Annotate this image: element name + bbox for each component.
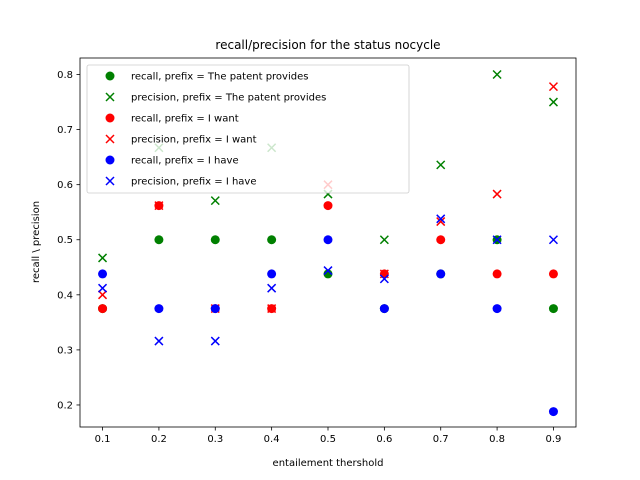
- data-point-x: [210, 196, 220, 206]
- data-point-circle: [267, 269, 277, 279]
- data-point-x: [154, 336, 164, 346]
- y-axis-label: recall \ precision: [31, 201, 42, 283]
- data-point-circle: [323, 269, 333, 279]
- data-point-circle: [492, 304, 502, 314]
- y-tick-label: 0.7: [57, 125, 73, 136]
- legend-item: precision, prefix = The patent provides: [105, 92, 326, 104]
- data-point-x: [436, 217, 446, 227]
- data-point-x: [98, 283, 108, 293]
- data-point-x: [379, 274, 389, 284]
- data-point-x: [548, 235, 558, 245]
- data-point-circle: [548, 407, 558, 417]
- data-point-x: [548, 82, 558, 92]
- legend-item: recall, prefix = I have: [105, 155, 239, 167]
- legend-item: precision, prefix = I want: [105, 134, 257, 146]
- series-4: [98, 235, 558, 417]
- data-point-x: [492, 69, 502, 80]
- y-axis-ticks: 0.2 0.3 0.4 0.5 0.6 0.7 0.8: [57, 70, 80, 411]
- data-point-circle: [210, 235, 220, 245]
- data-point-x: [267, 283, 277, 293]
- legend-marker-circle: [105, 113, 115, 123]
- x-tick-label: 0.6: [376, 434, 392, 445]
- data-point-x: [267, 304, 277, 314]
- y-tick-label: 0.4: [57, 290, 73, 301]
- data-point-x: [492, 235, 502, 245]
- data-point-x: [98, 253, 108, 263]
- legend-label: recall, prefix = I have: [131, 156, 239, 167]
- legend-label: recall, prefix = I want: [131, 114, 239, 125]
- data-point-x: [98, 290, 108, 300]
- data-point-circle: [154, 304, 164, 314]
- x-tick-label: 0.8: [489, 434, 505, 445]
- data-point-x: [154, 201, 164, 211]
- legend: recall, prefix = The patent provides prec…: [86, 64, 410, 194]
- x-tick-label: 0.9: [546, 434, 562, 445]
- data-point-circle: [323, 201, 333, 211]
- data-point-circle: [98, 304, 108, 314]
- data-point-x: [548, 97, 558, 107]
- data-point-x: [436, 160, 446, 170]
- data-point-circle: [492, 269, 502, 279]
- x-tick-label: 0.4: [264, 434, 280, 445]
- series-5: [98, 214, 558, 346]
- data-point-x: [492, 189, 502, 199]
- data-point-circle: [210, 304, 220, 314]
- data-point-circle: [436, 235, 446, 245]
- legend-label: recall, prefix = The patent provides: [131, 72, 308, 83]
- y-tick-label: 0.6: [57, 180, 73, 191]
- data-point-circle: [548, 269, 558, 279]
- x-tick-label: 0.1: [95, 434, 111, 445]
- y-tick-label: 0.3: [57, 345, 73, 356]
- data-point-circle: [436, 269, 446, 279]
- x-tick-label: 0.7: [433, 434, 449, 445]
- chart-title: recall/precision for the status nocycle: [215, 38, 440, 52]
- legend-item: precision, prefix = I have: [105, 176, 256, 188]
- legend-label: precision, prefix = I want: [131, 135, 257, 146]
- data-point-x: [210, 336, 220, 346]
- data-point-circle: [548, 304, 558, 314]
- x-tick-label: 0.2: [151, 434, 167, 445]
- data-point-circle: [154, 235, 164, 245]
- legend-label: precision, prefix = I have: [131, 177, 256, 188]
- data-point-x: [379, 235, 389, 245]
- y-tick-label: 0.5: [57, 235, 73, 246]
- x-tick-label: 0.3: [207, 434, 223, 445]
- data-marks: [98, 69, 558, 417]
- data-point-circle: [323, 235, 333, 245]
- legend-item: recall, prefix = The patent provides: [105, 71, 308, 83]
- data-point-circle: [379, 304, 389, 314]
- legend-label: precision, prefix = The patent provides: [131, 93, 326, 104]
- data-point-x: [436, 214, 446, 224]
- data-point-circle: [267, 235, 277, 245]
- legend-item: recall, prefix = I want: [105, 113, 239, 125]
- x-axis-label: entailement thershold: [273, 458, 384, 469]
- legend-marker-circle: [105, 71, 115, 81]
- legend-marker-x: [105, 134, 115, 144]
- data-point-x: [323, 266, 333, 276]
- legend-box: [86, 64, 410, 194]
- legend-marker-x: [105, 176, 115, 186]
- y-tick-label: 0.8: [57, 70, 73, 81]
- legend-marker-circle: [105, 155, 115, 165]
- legend-marker-x: [105, 92, 115, 102]
- data-point-circle: [98, 269, 108, 279]
- y-tick-label: 0.2: [57, 400, 73, 411]
- x-tick-label: 0.5: [320, 434, 336, 445]
- x-axis-ticks: 0.1 0.2 0.3 0.4 0.5 0.6 0.7 0.8 0.9: [95, 427, 562, 445]
